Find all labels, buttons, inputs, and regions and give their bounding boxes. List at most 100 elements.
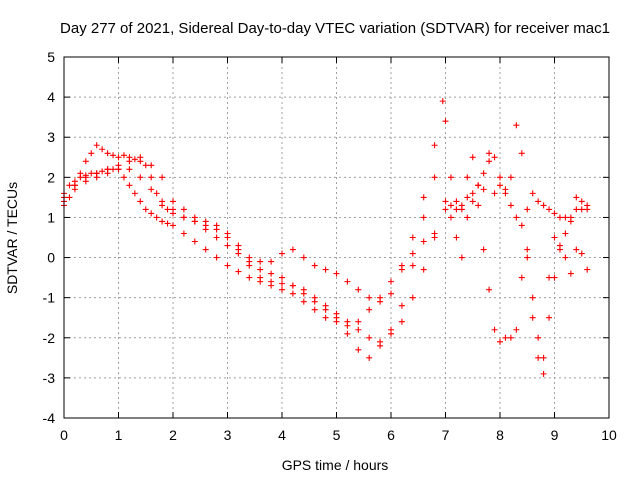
data-point bbox=[355, 326, 362, 333]
data-point bbox=[442, 206, 449, 213]
data-point bbox=[518, 274, 525, 281]
data-point bbox=[77, 170, 84, 177]
data-point bbox=[355, 318, 362, 325]
data-point bbox=[246, 274, 253, 281]
data-point bbox=[224, 230, 231, 237]
data-point bbox=[104, 150, 111, 157]
y-tick-label: 5 bbox=[47, 49, 55, 65]
data-point bbox=[469, 154, 476, 161]
data-point bbox=[551, 234, 558, 241]
data-point bbox=[235, 268, 242, 275]
data-point bbox=[110, 152, 117, 159]
series-track-6 bbox=[442, 198, 591, 377]
series-track-4 bbox=[61, 142, 438, 305]
x-tick-label: 10 bbox=[601, 427, 617, 443]
data-point bbox=[409, 262, 416, 269]
data-point bbox=[164, 220, 171, 227]
data-point bbox=[159, 174, 166, 181]
data-point bbox=[366, 334, 373, 341]
data-point bbox=[93, 174, 100, 181]
data-point bbox=[148, 210, 155, 217]
data-point bbox=[497, 174, 503, 181]
data-point bbox=[115, 166, 122, 173]
data-point bbox=[431, 174, 438, 181]
data-point bbox=[540, 202, 547, 209]
data-point bbox=[224, 262, 231, 269]
x-tick-label: 8 bbox=[496, 427, 504, 443]
data-point bbox=[268, 278, 275, 285]
data-point bbox=[584, 266, 591, 273]
data-point bbox=[420, 194, 427, 201]
data-point bbox=[82, 158, 89, 165]
data-point bbox=[366, 354, 373, 361]
data-point bbox=[333, 314, 340, 321]
data-point bbox=[486, 158, 493, 165]
data-point bbox=[279, 274, 285, 281]
data-point bbox=[213, 222, 220, 229]
data-point bbox=[486, 150, 493, 157]
data-point bbox=[289, 246, 296, 253]
data-point bbox=[311, 306, 318, 313]
data-point bbox=[518, 150, 525, 157]
data-point bbox=[137, 198, 144, 205]
x-tick-label: 9 bbox=[551, 427, 559, 443]
data-point bbox=[562, 254, 569, 261]
data-point bbox=[131, 190, 138, 197]
data-point bbox=[502, 190, 509, 197]
data-point bbox=[584, 202, 591, 209]
data-point bbox=[518, 222, 525, 229]
data-point bbox=[213, 254, 220, 261]
data-point bbox=[507, 334, 514, 341]
data-point bbox=[213, 234, 220, 241]
data-point bbox=[311, 262, 318, 269]
data-point bbox=[529, 314, 536, 321]
y-tick-label: -1 bbox=[43, 290, 56, 306]
data-point bbox=[464, 194, 471, 201]
data-point bbox=[202, 218, 209, 225]
data-point bbox=[551, 274, 558, 281]
axis-ticks: 0 1 2 3 4 5 6 7 8 9 10 -4 -3 -2 -1 0 1 2 3 4 5 bbox=[43, 49, 617, 443]
data-point bbox=[546, 206, 553, 213]
data-point bbox=[300, 290, 307, 297]
data-point bbox=[535, 198, 542, 205]
data-point bbox=[257, 258, 264, 265]
data-point bbox=[142, 206, 149, 213]
data-point bbox=[458, 254, 465, 261]
data-point bbox=[344, 278, 351, 285]
plot-frame bbox=[63, 56, 610, 419]
data-point bbox=[475, 182, 482, 189]
data-point bbox=[344, 318, 351, 325]
data-point bbox=[464, 214, 471, 221]
x-tick-label: 6 bbox=[387, 427, 395, 443]
data-point bbox=[66, 182, 73, 189]
data-point bbox=[322, 314, 329, 321]
data-point bbox=[180, 214, 187, 221]
data-point bbox=[300, 254, 307, 261]
data-point bbox=[480, 186, 487, 193]
data-point bbox=[388, 278, 394, 285]
data-point bbox=[322, 306, 329, 313]
data-point bbox=[355, 286, 362, 293]
x-tick-label: 4 bbox=[278, 427, 286, 443]
data-point bbox=[497, 182, 503, 189]
data-point bbox=[289, 282, 296, 289]
data-point bbox=[442, 198, 449, 205]
chart-title: Day 277 of 2021, Sidereal Day-to-day VTE… bbox=[60, 20, 610, 37]
x-tick-label: 0 bbox=[60, 427, 68, 443]
data-point bbox=[491, 190, 498, 197]
data-point bbox=[535, 334, 542, 341]
data-point bbox=[562, 214, 569, 221]
data-point bbox=[148, 174, 155, 181]
data-point bbox=[191, 238, 198, 245]
x-tick-label: 1 bbox=[115, 427, 123, 443]
data-point bbox=[71, 186, 78, 193]
data-point bbox=[469, 198, 476, 205]
data-point bbox=[556, 246, 563, 253]
data-point bbox=[257, 266, 264, 273]
data-point bbox=[388, 326, 394, 333]
data-point bbox=[148, 186, 155, 193]
data-point bbox=[507, 174, 514, 181]
data-point bbox=[82, 178, 89, 185]
data-point bbox=[447, 174, 454, 181]
x-axis-label: GPS time / hours bbox=[282, 457, 389, 473]
